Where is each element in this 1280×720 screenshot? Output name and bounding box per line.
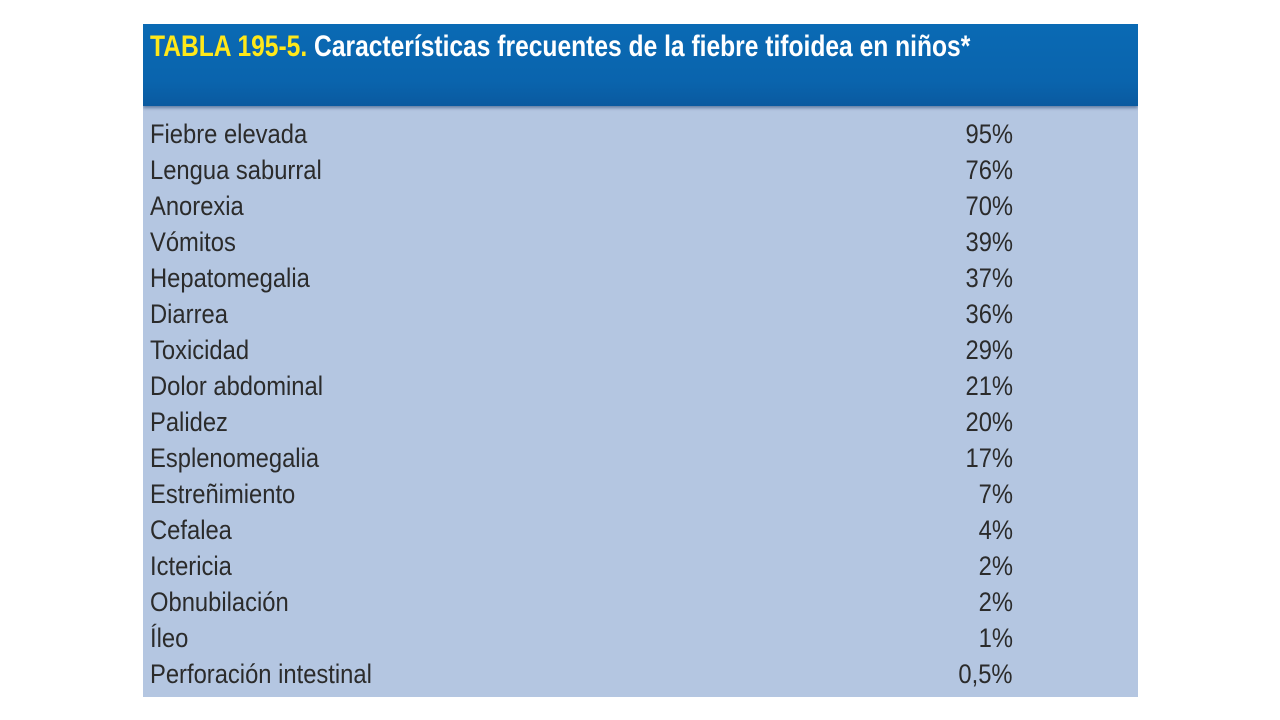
table-row: Hepatomegalia 37% bbox=[143, 260, 1138, 296]
table-row: Perforación intestinal 0,5% bbox=[143, 656, 1138, 692]
feature-cell: Cefalea bbox=[150, 515, 232, 545]
table-number: TABLA 195-5. bbox=[150, 30, 308, 63]
table-row: Toxicidad 29% bbox=[143, 332, 1138, 368]
feature-cell: Hepatomegalia bbox=[150, 263, 310, 293]
table-row: Ictericia 2% bbox=[143, 548, 1138, 584]
feature-cell: Anorexia bbox=[150, 191, 244, 221]
feature-cell: Obnubilación bbox=[150, 587, 289, 617]
percentage-cell: 17% bbox=[965, 443, 1013, 473]
percentage-cell: 2% bbox=[978, 551, 1013, 581]
table-row: Cefalea 4% bbox=[143, 512, 1138, 548]
percentage-cell: 20% bbox=[965, 407, 1013, 437]
table-body: Fiebre elevada 95% Lengua saburral 76% A… bbox=[143, 116, 1138, 692]
table-row: Íleo 1% bbox=[143, 620, 1138, 656]
percentage-cell: 95% bbox=[965, 119, 1013, 149]
feature-cell: Ictericia bbox=[150, 551, 232, 581]
feature-cell: Lengua saburral bbox=[150, 155, 322, 185]
feature-cell: Perforación intestinal bbox=[150, 659, 372, 689]
table-row: Fiebre elevada 95% bbox=[143, 116, 1138, 152]
table-row: Esplenomegalia 17% bbox=[143, 440, 1138, 476]
table-row: Dolor abdominal 21% bbox=[143, 368, 1138, 404]
table-caption: Características frecuentes de la fiebre … bbox=[314, 30, 971, 63]
table-header: TABLA 195-5. Características frecuentes … bbox=[143, 24, 1138, 106]
percentage-cell: 29% bbox=[965, 335, 1013, 365]
feature-cell: Vómitos bbox=[150, 227, 236, 257]
feature-cell: Toxicidad bbox=[150, 335, 250, 365]
percentage-cell: 21% bbox=[965, 371, 1013, 401]
feature-cell: Estreñimiento bbox=[150, 479, 296, 509]
percentage-cell: 4% bbox=[978, 515, 1013, 545]
feature-cell: Íleo bbox=[150, 623, 189, 653]
percentage-cell: 2% bbox=[978, 587, 1013, 617]
feature-cell: Dolor abdominal bbox=[150, 371, 324, 401]
percentage-cell: 70% bbox=[965, 191, 1013, 221]
feature-cell: Fiebre elevada bbox=[150, 119, 308, 149]
percentage-cell: 0,5% bbox=[958, 659, 1013, 689]
feature-cell: Palidez bbox=[150, 407, 228, 437]
percentage-cell: 76% bbox=[965, 155, 1013, 185]
table-row: Vómitos 39% bbox=[143, 224, 1138, 260]
percentage-cell: 39% bbox=[965, 227, 1013, 257]
percentage-cell: 7% bbox=[978, 479, 1013, 509]
table-title: TABLA 195-5. Características frecuentes … bbox=[150, 29, 970, 65]
table-row: Palidez 20% bbox=[143, 404, 1138, 440]
percentage-cell: 1% bbox=[978, 623, 1013, 653]
table-row: Anorexia 70% bbox=[143, 188, 1138, 224]
feature-cell: Esplenomegalia bbox=[150, 443, 320, 473]
percentage-cell: 36% bbox=[965, 299, 1013, 329]
table-row: Obnubilación 2% bbox=[143, 584, 1138, 620]
table-row: Lengua saburral 76% bbox=[143, 152, 1138, 188]
table-row: Estreñimiento 7% bbox=[143, 476, 1138, 512]
table-row: Diarrea 36% bbox=[143, 296, 1138, 332]
feature-cell: Diarrea bbox=[150, 299, 228, 329]
percentage-cell: 37% bbox=[965, 263, 1013, 293]
typhoid-features-table: TABLA 195-5. Características frecuentes … bbox=[143, 24, 1138, 697]
